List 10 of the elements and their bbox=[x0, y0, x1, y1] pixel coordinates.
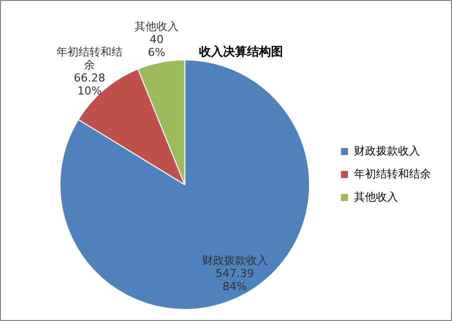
legend-label: 财政拨款收入 bbox=[354, 144, 420, 158]
slice-label: 年初结转和结余 bbox=[56, 46, 123, 72]
data-label: 66.28 10% bbox=[74, 72, 106, 98]
legend-label: 年初结转和结余 bbox=[354, 167, 431, 180]
slice-label: 财政拨款收入 bbox=[202, 254, 268, 267]
text: 收入决算结构图 bbox=[199, 44, 283, 58]
data-label: 40 6% bbox=[148, 33, 166, 60]
data-label: 547.39 84% bbox=[216, 266, 254, 293]
slice-label: 其他收入 bbox=[134, 20, 179, 34]
legend-label: 其他收入 bbox=[354, 190, 398, 204]
